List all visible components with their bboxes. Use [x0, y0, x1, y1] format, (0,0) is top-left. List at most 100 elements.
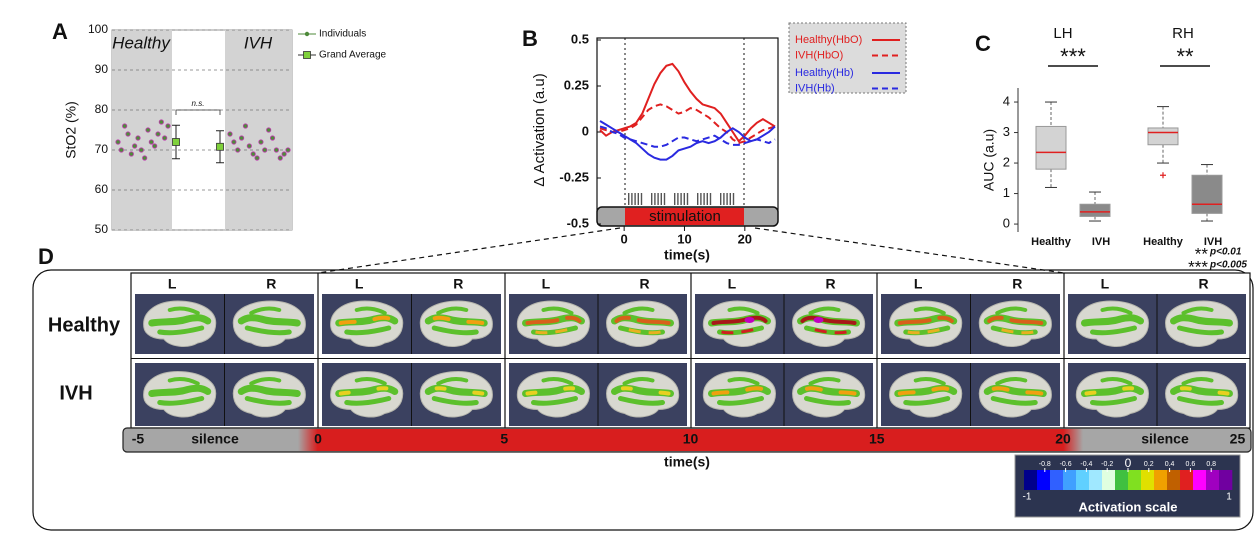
activation: [1173, 386, 1230, 396]
colorbar-swatch: [1167, 470, 1181, 490]
brain: [605, 370, 680, 418]
brain: [419, 370, 493, 418]
significance: **: [1176, 44, 1194, 69]
y-axis-label: Δ Activation (a.u): [531, 73, 548, 186]
brain: [1164, 370, 1239, 418]
brain-band: [436, 377, 469, 386]
box: [1035, 125, 1067, 170]
timeline-tick-label: 25: [1230, 431, 1246, 447]
individual-point: [125, 131, 131, 137]
brain-band: [808, 377, 841, 386]
x-axis-label: time(s): [664, 454, 710, 470]
colorbar-tick-label: -0.6: [1060, 461, 1072, 468]
individual-point: [269, 135, 276, 141]
activation: [897, 386, 954, 396]
y-tick-label: 0.25: [564, 77, 589, 92]
activation: [721, 326, 760, 335]
stimulus-pulse: [732, 193, 735, 205]
legend-label: Individuals: [319, 29, 366, 40]
activation: [744, 317, 755, 323]
stimulus-pulse: [703, 193, 705, 205]
brain-band: [913, 306, 946, 315]
y-tick-label: 60: [95, 182, 109, 196]
brain-band: [995, 377, 1028, 386]
y-tick-label: 0.5: [571, 31, 589, 46]
significance: ***: [1060, 44, 1086, 69]
hemisphere-label: R: [639, 276, 649, 292]
individual-point: [242, 123, 249, 129]
activation: [428, 315, 485, 325]
colorbar-swatch: [1115, 470, 1129, 490]
timeline-tick-label: 15: [869, 431, 885, 447]
brain: [143, 370, 217, 418]
brain: [791, 370, 866, 418]
y-axis-label: StO2 (%): [63, 101, 79, 159]
brain-band: [354, 306, 387, 315]
individual-point: [158, 119, 164, 125]
stimulus-pulse: [654, 193, 656, 205]
legend-label: Healthy(HbO): [795, 34, 862, 46]
brain: [143, 300, 217, 347]
activation: [614, 315, 671, 325]
series-line: [599, 125, 776, 148]
brain: [1164, 300, 1239, 347]
brain: [889, 300, 963, 347]
stimulus-pulse: [683, 193, 685, 205]
x-tick-label: Healthy: [1143, 236, 1184, 248]
brain-band: [431, 396, 479, 406]
brain: [702, 370, 777, 418]
brain-band: [436, 306, 469, 315]
y-axis-label: AUC (a.u): [981, 129, 997, 191]
group-band: [225, 30, 292, 230]
brain: [1075, 370, 1150, 418]
brain-band: [431, 325, 479, 336]
activation: [614, 386, 671, 396]
stimulus-pulse: [706, 193, 708, 205]
box: [1079, 203, 1111, 217]
stimulus-pulse: [657, 193, 659, 205]
brain-band: [1177, 325, 1224, 336]
individual-point: [155, 131, 161, 137]
brain-band: [237, 314, 301, 327]
grand-average-marker: [172, 138, 180, 146]
y-tick-label: -0.25: [559, 169, 589, 184]
brain-band: [717, 396, 764, 406]
brain-band: [622, 377, 655, 386]
brain-band: [622, 306, 655, 315]
individual-point: [262, 147, 268, 153]
legend-label: Grand Average: [319, 50, 387, 61]
individual-point: [273, 147, 279, 153]
individual-point: [258, 139, 264, 145]
note-stars: **: [1195, 244, 1209, 263]
connector: [317, 227, 621, 274]
x-tick-label: 0: [621, 231, 628, 246]
colorbar-swatch: [1050, 470, 1064, 490]
group-label: Healthy: [112, 33, 171, 52]
activation: [1084, 386, 1141, 396]
annotation: stimulation: [649, 208, 721, 225]
activation: [907, 326, 947, 335]
individual-point: [128, 151, 134, 157]
box: [1147, 127, 1179, 146]
legend-label: IVH(Hb): [795, 82, 835, 94]
colorbar-swatch: [1154, 470, 1168, 490]
individual-point: [145, 127, 151, 133]
y-tick-label: 50: [95, 222, 109, 236]
brain-band: [1090, 396, 1137, 406]
y-tick-label: 100: [88, 22, 108, 36]
activation: [813, 317, 824, 323]
connector: [754, 227, 1065, 274]
individual-point: [165, 123, 171, 129]
outlier: [1160, 172, 1166, 179]
brain: [330, 370, 404, 418]
panel-frame: [32, 269, 1254, 531]
individual-point: [162, 135, 168, 141]
note-text: p<0.005: [1209, 260, 1247, 271]
significance-bracket: [175, 109, 221, 115]
brain-band: [157, 325, 205, 336]
stimulus-pulse: [637, 193, 639, 205]
colorbar-swatch: [1180, 470, 1194, 490]
y-tick-label: 80: [95, 102, 109, 116]
brain-band: [244, 325, 292, 336]
brain: [889, 370, 963, 418]
